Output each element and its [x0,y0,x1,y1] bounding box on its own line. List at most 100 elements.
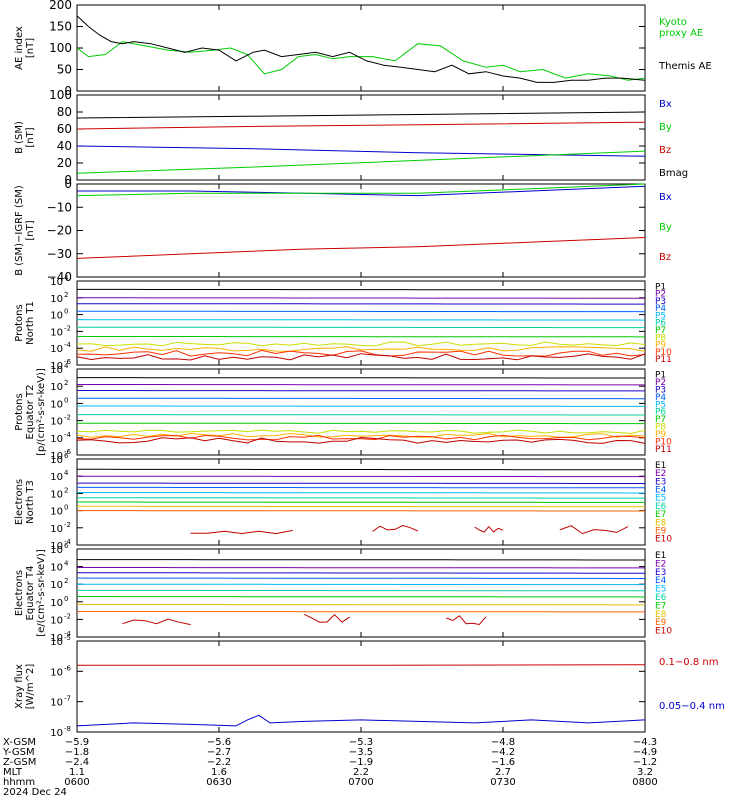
y-tick-label: 10 [50,417,63,428]
x-axis-row-label: hhmm [3,777,35,788]
x-axis-row-label: Y-GSM [2,747,35,758]
flux-channel-line [76,341,646,347]
y-tick-label-exponent: -2 [64,324,71,332]
y-tick-label: 10 [50,615,63,626]
legend-label: E3 [655,477,666,487]
flux-channel-line [190,529,293,535]
x-axis-value: 2.2 [353,767,369,778]
x-axis-value: −2.7 [207,747,231,758]
flux-channel-line [76,335,646,338]
legend-label: P2 [655,290,666,300]
x-axis-value: 1.6 [211,767,227,778]
legend-label: E3 [655,568,666,578]
series-line [76,145,646,157]
legend-label: E7 [655,510,666,520]
legend-label: By [659,122,672,133]
plot-frame [76,548,646,638]
series-line [76,237,646,259]
flux-channel-line [76,397,645,400]
y-tick-label: 10 [50,637,63,648]
y-tick-label-exponent: 4 [64,469,69,477]
series-line [76,714,646,727]
x-axis-value: −5.6 [207,737,231,748]
legend-label: P1 [655,370,666,380]
x-axis-value: 0600 [64,777,89,788]
legend-label: P1 [655,282,666,292]
legend-label: E4 [655,576,667,586]
y-tick-label: 100 [49,88,72,102]
x-axis-value: −5.9 [65,737,89,748]
plot-frame [76,368,646,456]
x-axis-value: −3.5 [349,747,373,758]
y-tick-label: 200 [49,0,72,12]
legend-label: Bmag [659,168,688,179]
series-line [76,183,646,197]
y-tick-label: 10 [50,541,63,552]
legend-label: Bz [659,252,671,263]
legend-label: E6 [655,593,667,603]
legend-label: Bz [659,145,671,156]
y-tick-label-exponent: 6 [64,542,69,550]
y-tick-label: −10 [47,200,72,214]
legend-label: Themis AE [658,61,712,72]
flux-channel-line [122,618,191,626]
y-tick-label-exponent: -7 [64,695,71,703]
y-tick-label: −30 [47,247,72,261]
legend-label: P11 [655,445,672,455]
legend-label: P7 [655,415,666,425]
legend-label: P11 [655,355,672,365]
legend-label: P10 [655,438,672,448]
y-tick-label: 40 [57,139,72,153]
y-axis-label: Electrons [14,570,25,616]
flux-channel-line [76,346,646,352]
x-axis-value: −4.3 [633,737,657,748]
y-tick-label-exponent: -4 [64,630,72,638]
flux-channel-line [77,596,646,598]
legend-label: E9 [655,527,667,537]
x-axis-row-label: X-GSM [3,737,36,748]
x-axis-row-label: Z-GSM [3,757,36,768]
y-tick-label-exponent: -6 [64,448,72,456]
legend-label: P4 [655,393,666,403]
legend-label: P8 [655,333,666,343]
panel-3: −40 −30 −20 −10 0 B (SM)−IGRF (SM) [nT] Bx By Bz [14,177,672,284]
y-tick-label: 10 [50,580,63,591]
y-axis-label: [nT] [25,38,36,58]
y-tick-label-exponent: -8 [64,725,71,733]
y-tick-label-exponent: -4 [64,538,72,546]
y-axis-label: AE index [14,26,25,70]
legend-label: proxy AE [659,28,703,39]
y-axis-label: [W/m^2] [25,664,36,710]
flux-channel-line [372,524,418,532]
y-tick-label: 0 [64,84,72,98]
y-axis-label: Electrons [14,479,25,525]
legend-label: E5 [655,494,666,504]
legend-label: P8 [655,423,666,433]
y-tick-label: 10 [50,698,63,709]
legend-label: E5 [655,585,666,595]
y-axis-label: Protons [14,304,25,341]
legend-label: Bx [659,192,672,203]
y-tick-label-exponent: -2 [64,414,71,422]
y-tick-label-exponent: -6 [64,358,72,366]
y-tick-label: 10 [50,489,63,500]
legend-label: P6 [655,319,666,329]
flux-channel-line [76,310,646,313]
y-tick-label-exponent: 2 [64,291,68,299]
y-tick-label: 20 [57,156,72,170]
flux-channel-line [76,434,646,441]
flux-channel-line [76,577,645,579]
y-tick-label-exponent: 0 [64,308,68,316]
y-axis-label: B (SM) [14,121,25,154]
y-tick-label-exponent: -6 [64,664,72,672]
y-axis-label: Equator T2 [25,385,36,440]
x-axis-value: −4.8 [491,737,515,748]
y-tick-label: 150 [49,20,72,34]
x-axis-value: −1.8 [65,747,89,758]
flux-channel-line [76,603,645,606]
y-tick-label: 10 [50,294,63,305]
